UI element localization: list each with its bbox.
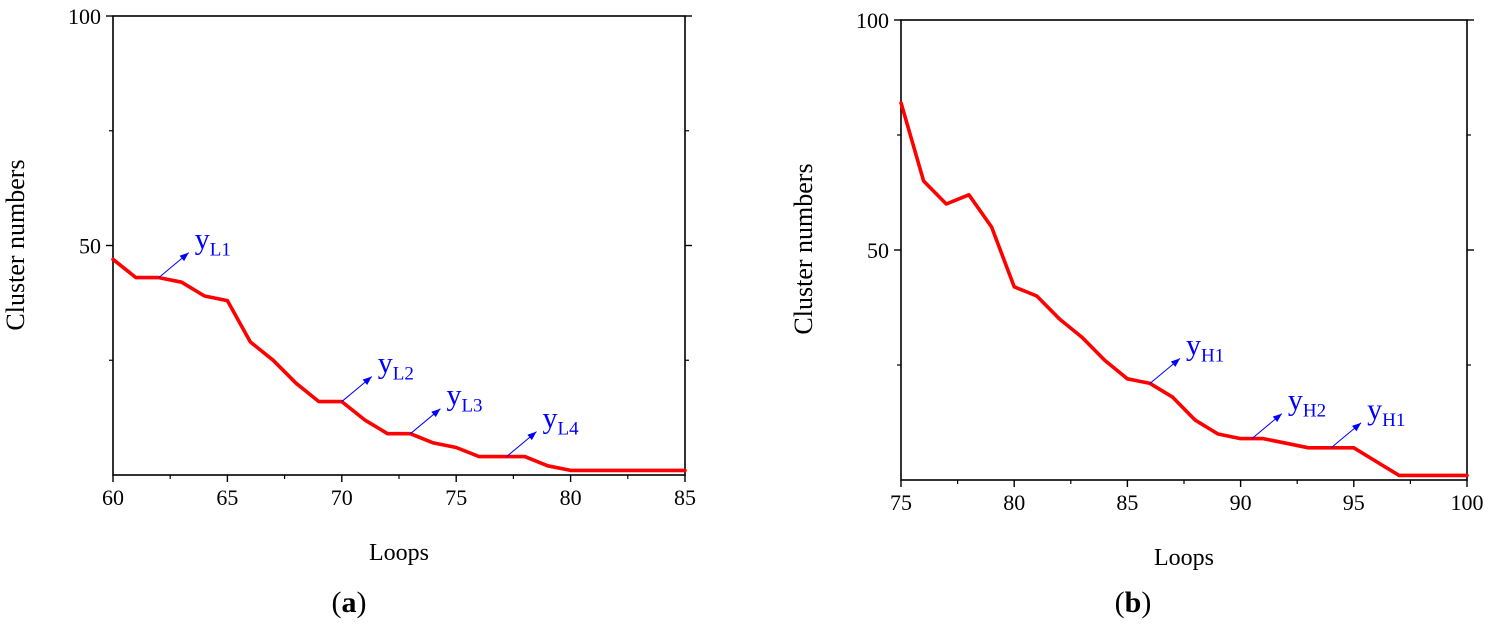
- chart-panel-a: 60 65 70 75 80 85 50 100 Loops Cluster numbers yL1…: [1, 4, 696, 619]
- x-tick-label: 70: [331, 485, 353, 510]
- annotation-arrowhead: [1170, 358, 1181, 367]
- x-tick-label: 80: [1003, 490, 1025, 515]
- x-tick-label: 100: [1451, 490, 1484, 515]
- x-tick-label: 65: [216, 485, 238, 510]
- annotation-label: yL4: [543, 402, 580, 440]
- y-axis-label: Cluster numbers: [789, 163, 818, 334]
- annotation-arrowhead: [1272, 413, 1282, 423]
- annotation-label: yL2: [378, 347, 414, 385]
- annotation-arrowhead: [179, 252, 189, 262]
- x-axis-label: Loops: [369, 540, 429, 566]
- x-tick-label: 75: [445, 485, 467, 510]
- panel-caption: (a): [332, 586, 367, 619]
- y-axis-label: Cluster numbers: [1, 159, 30, 330]
- y-tick-label: 50: [79, 234, 101, 259]
- chart-panel-b: 75 80 85 90 95 100 50 100 Loops Cluster numbers yH…: [789, 8, 1484, 619]
- y-tick-label: 100: [68, 4, 101, 29]
- x-tick-label: 85: [1116, 490, 1138, 515]
- y-tick-label: 100: [856, 8, 889, 33]
- annotation-arrowhead: [431, 408, 441, 418]
- x-tick-label: 95: [1343, 490, 1365, 515]
- x-tick-label: 75: [890, 490, 912, 515]
- panel-caption: (b): [1115, 586, 1152, 619]
- annotation-arrowhead: [1352, 422, 1362, 432]
- annotation-label: yH2: [1288, 384, 1326, 422]
- x-axis-label: Loops: [1154, 545, 1214, 571]
- annotation-arrowhead: [527, 431, 537, 441]
- x-tick-label: 60: [102, 485, 124, 510]
- annotation-arrowhead: [362, 376, 372, 386]
- series-line: [111, 257, 687, 473]
- x-tick-label: 85: [674, 485, 696, 510]
- annotation-label: yL1: [195, 223, 231, 261]
- x-tick-label: 80: [560, 485, 582, 510]
- y-tick-label: 50: [867, 238, 889, 263]
- annotation-label: yH1: [1367, 393, 1405, 431]
- series-line: [899, 101, 1469, 478]
- annotation-label: yH1: [1186, 328, 1224, 366]
- x-tick-label: 90: [1230, 490, 1252, 515]
- annotation-label: yL3: [446, 379, 482, 417]
